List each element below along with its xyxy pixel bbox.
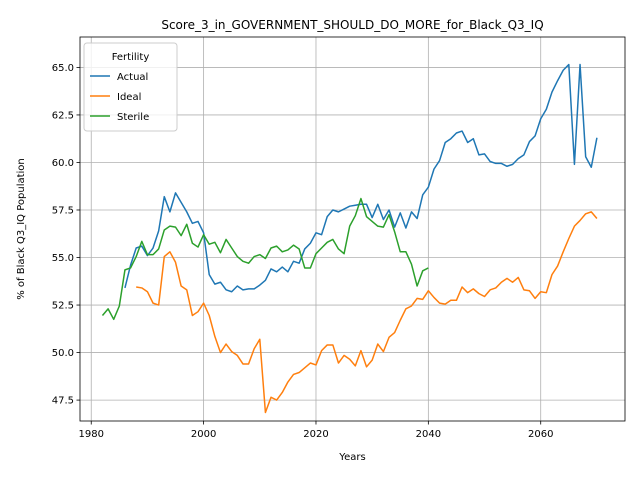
legend-title: Fertility: [112, 52, 150, 63]
legend-label-ideal: Ideal: [117, 92, 141, 103]
series-line-actual: [124, 63, 598, 293]
x-tick-label: 1980: [79, 429, 104, 440]
x-axis-label: Years: [338, 452, 365, 463]
y-tick-label: 50.0: [52, 348, 74, 359]
y-tick-label: 57.5: [52, 205, 74, 216]
legend-box: [83, 42, 178, 132]
plot-frame: [79, 36, 626, 422]
x-tick-label: 2020: [303, 429, 328, 440]
x-tick-label: 2040: [416, 429, 441, 440]
y-tick-label: 52.5: [52, 301, 74, 312]
series-line-ideal: [136, 211, 598, 414]
series-lines: [101, 63, 598, 414]
x-tick-label: 2060: [528, 429, 553, 440]
legend-label-sterile: Sterile: [117, 112, 149, 123]
y-tick-label: 65.0: [52, 63, 74, 74]
y-tick-label: 55.0: [52, 253, 74, 264]
y-tick-label: 60.0: [52, 158, 74, 169]
y-tick-label: 62.5: [52, 110, 74, 121]
chart-title: Score_3_in_GOVERNMENT_SHOULD_DO_MORE_for…: [161, 18, 543, 32]
y-axis-label: % of Black Q3_IQ Population: [16, 158, 27, 300]
x-tick-label: 2000: [191, 429, 216, 440]
legend-label-actual: Actual: [117, 72, 148, 83]
series-line-sterile: [101, 197, 429, 321]
legend: Fertility Actual Ideal Sterile: [83, 42, 178, 132]
y-tick-label: 47.5: [52, 396, 74, 407]
axis-ticks: 1980 2000 2020 2040 2060 47.5 50.0 52.5 55.0 57.5…: [52, 63, 554, 440]
grid: [80, 37, 625, 421]
